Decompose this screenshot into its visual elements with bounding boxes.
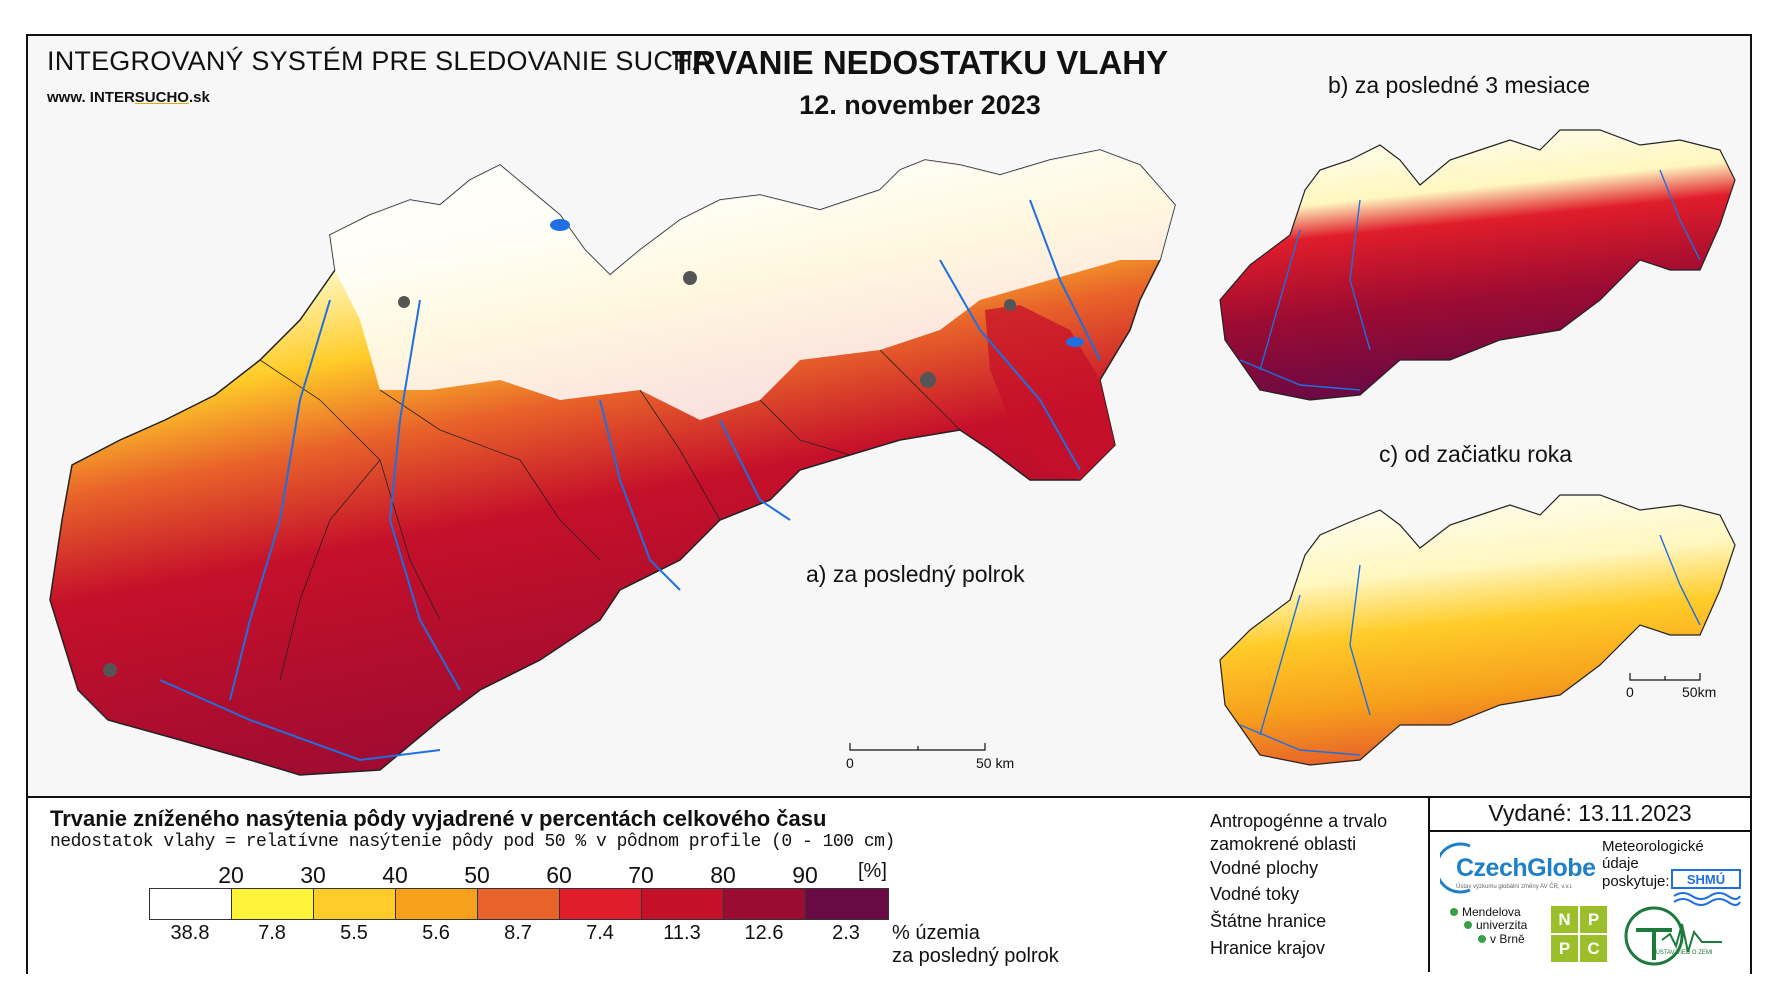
map-a: [49, 149, 1176, 776]
mendel-university-logo[interactable]: Mendelova univerzita v Brně: [1450, 905, 1527, 946]
legend-share: 12.6: [744, 922, 784, 944]
legend-swatch: [724, 889, 806, 919]
system-name: INTEGROVANÝ SYSTÉM PRE SLEDOVANIE SUCHA: [47, 46, 711, 76]
legend-title: Trvanie zníženého nasýtenia pôdy vyjadre…: [50, 806, 827, 831]
slovakia-outline-b: [1219, 129, 1736, 401]
region-borders-a: [259, 349, 961, 681]
uvz-label: ÚSTAV VIED O ZEMI: [1655, 949, 1712, 956]
scalebar-small: [1629, 673, 1701, 681]
legend-threshold: 40: [382, 862, 408, 888]
legend-threshold: 70: [628, 862, 654, 888]
legend-panel: [28, 796, 1750, 974]
legend-swatch: [478, 889, 560, 919]
shmu-label: SHMÚ: [1687, 872, 1725, 887]
urban-area: [398, 296, 410, 308]
legend-share: 11.3: [663, 922, 701, 944]
map-b: [1219, 129, 1736, 401]
legend-share: 5.6: [422, 922, 450, 944]
map-date: 12. november 2023: [799, 90, 1041, 120]
legend-swatch: [806, 889, 888, 919]
urban-area: [1004, 299, 1016, 311]
legend-subtitle: nedostatok vlahy = relatívne nasýtenie p…: [50, 832, 895, 852]
map-title: TRVANIE NEDOSTATKU VLAHY: [671, 44, 1169, 81]
legend-share: 7.8: [258, 922, 286, 944]
legend-anthropogenic: Antropogénne a trvalo zamokrené oblasti: [1210, 811, 1388, 854]
legend-unit: [%]: [858, 860, 887, 882]
legend-swatch: [560, 889, 642, 919]
uvz-logo-icon[interactable]: ÚSTAV VIED O ZEMI: [1622, 904, 1726, 968]
meteo-data-note: Meteorologické údaje poskytuje:: [1602, 838, 1704, 890]
legend-share-caption: % územia za posledný polrok: [892, 922, 1059, 967]
legend-swatch: [396, 889, 478, 919]
legend-threshold: 30: [300, 862, 326, 888]
panel-b-label: b) za posledné 3 mesiace: [1328, 72, 1591, 98]
urban-area: [103, 663, 117, 677]
nppc-logo[interactable]: N P P C: [1551, 906, 1607, 962]
rivers-c: [1239, 534, 1701, 756]
water-body: [1066, 337, 1084, 347]
scalebar-small-end: 50km: [1682, 684, 1717, 700]
rivers-b: [1239, 169, 1701, 391]
legend-swatch: [232, 889, 314, 919]
map-c: [1219, 494, 1736, 766]
legend-state-border: Štátne hranice: [1210, 911, 1327, 931]
legend-swatch: [314, 889, 396, 919]
legend-swatch: [642, 889, 724, 919]
legend-color-bar: [149, 888, 889, 920]
urban-area: [683, 271, 697, 285]
shmu-logo-icon[interactable]: SHMÚ: [1670, 866, 1742, 906]
issued-date: Vydané: 13.11.2023: [1488, 800, 1692, 826]
legend-threshold: 90: [792, 862, 818, 888]
scalebar-small-start: 0: [1626, 684, 1634, 700]
czechglobe-arc-icon: [1440, 842, 1471, 894]
legend-rivers: Vodné toky: [1210, 884, 1300, 904]
panel-a-label: a) za posledný polrok: [806, 561, 1025, 587]
legend-threshold: 80: [710, 862, 736, 888]
legend-share: 8.7: [504, 922, 532, 944]
water-body: [550, 219, 570, 231]
legend-swatch: [150, 889, 232, 919]
legend-threshold: 50: [464, 862, 490, 888]
legend-share: 38.8: [170, 922, 210, 944]
slovakia-outline-c: [1219, 494, 1736, 766]
legend-region-border: Hranice krajov: [1210, 938, 1326, 958]
legend-threshold: 60: [546, 862, 572, 888]
panel-c-label: c) od začiatku roka: [1379, 441, 1573, 467]
website-url[interactable]: www. INTERSUCHO.sk: [47, 89, 210, 106]
issued-box: [1428, 796, 1752, 972]
white-north-a: [330, 150, 1175, 420]
urban-area: [920, 372, 936, 388]
east-drought-zone-a: [985, 305, 1115, 480]
scalebar-main: [849, 743, 986, 751]
legend-threshold: 20: [218, 862, 244, 888]
issued-divider: [1428, 830, 1750, 832]
legend-water-bodies: Vodné plochy: [1210, 858, 1319, 878]
legend-share: 7.4: [586, 922, 614, 944]
scalebar-main-end: 50 km: [976, 755, 1015, 771]
scalebar-main-start: 0: [846, 755, 854, 771]
legend-share: 5.5: [340, 922, 368, 944]
legend-share: 2.3: [832, 922, 860, 944]
czechglobe-logo[interactable]: CzechGlobe Ústav výzkumu globální změny …: [1440, 840, 1608, 896]
rivers-a: [159, 199, 1101, 762]
